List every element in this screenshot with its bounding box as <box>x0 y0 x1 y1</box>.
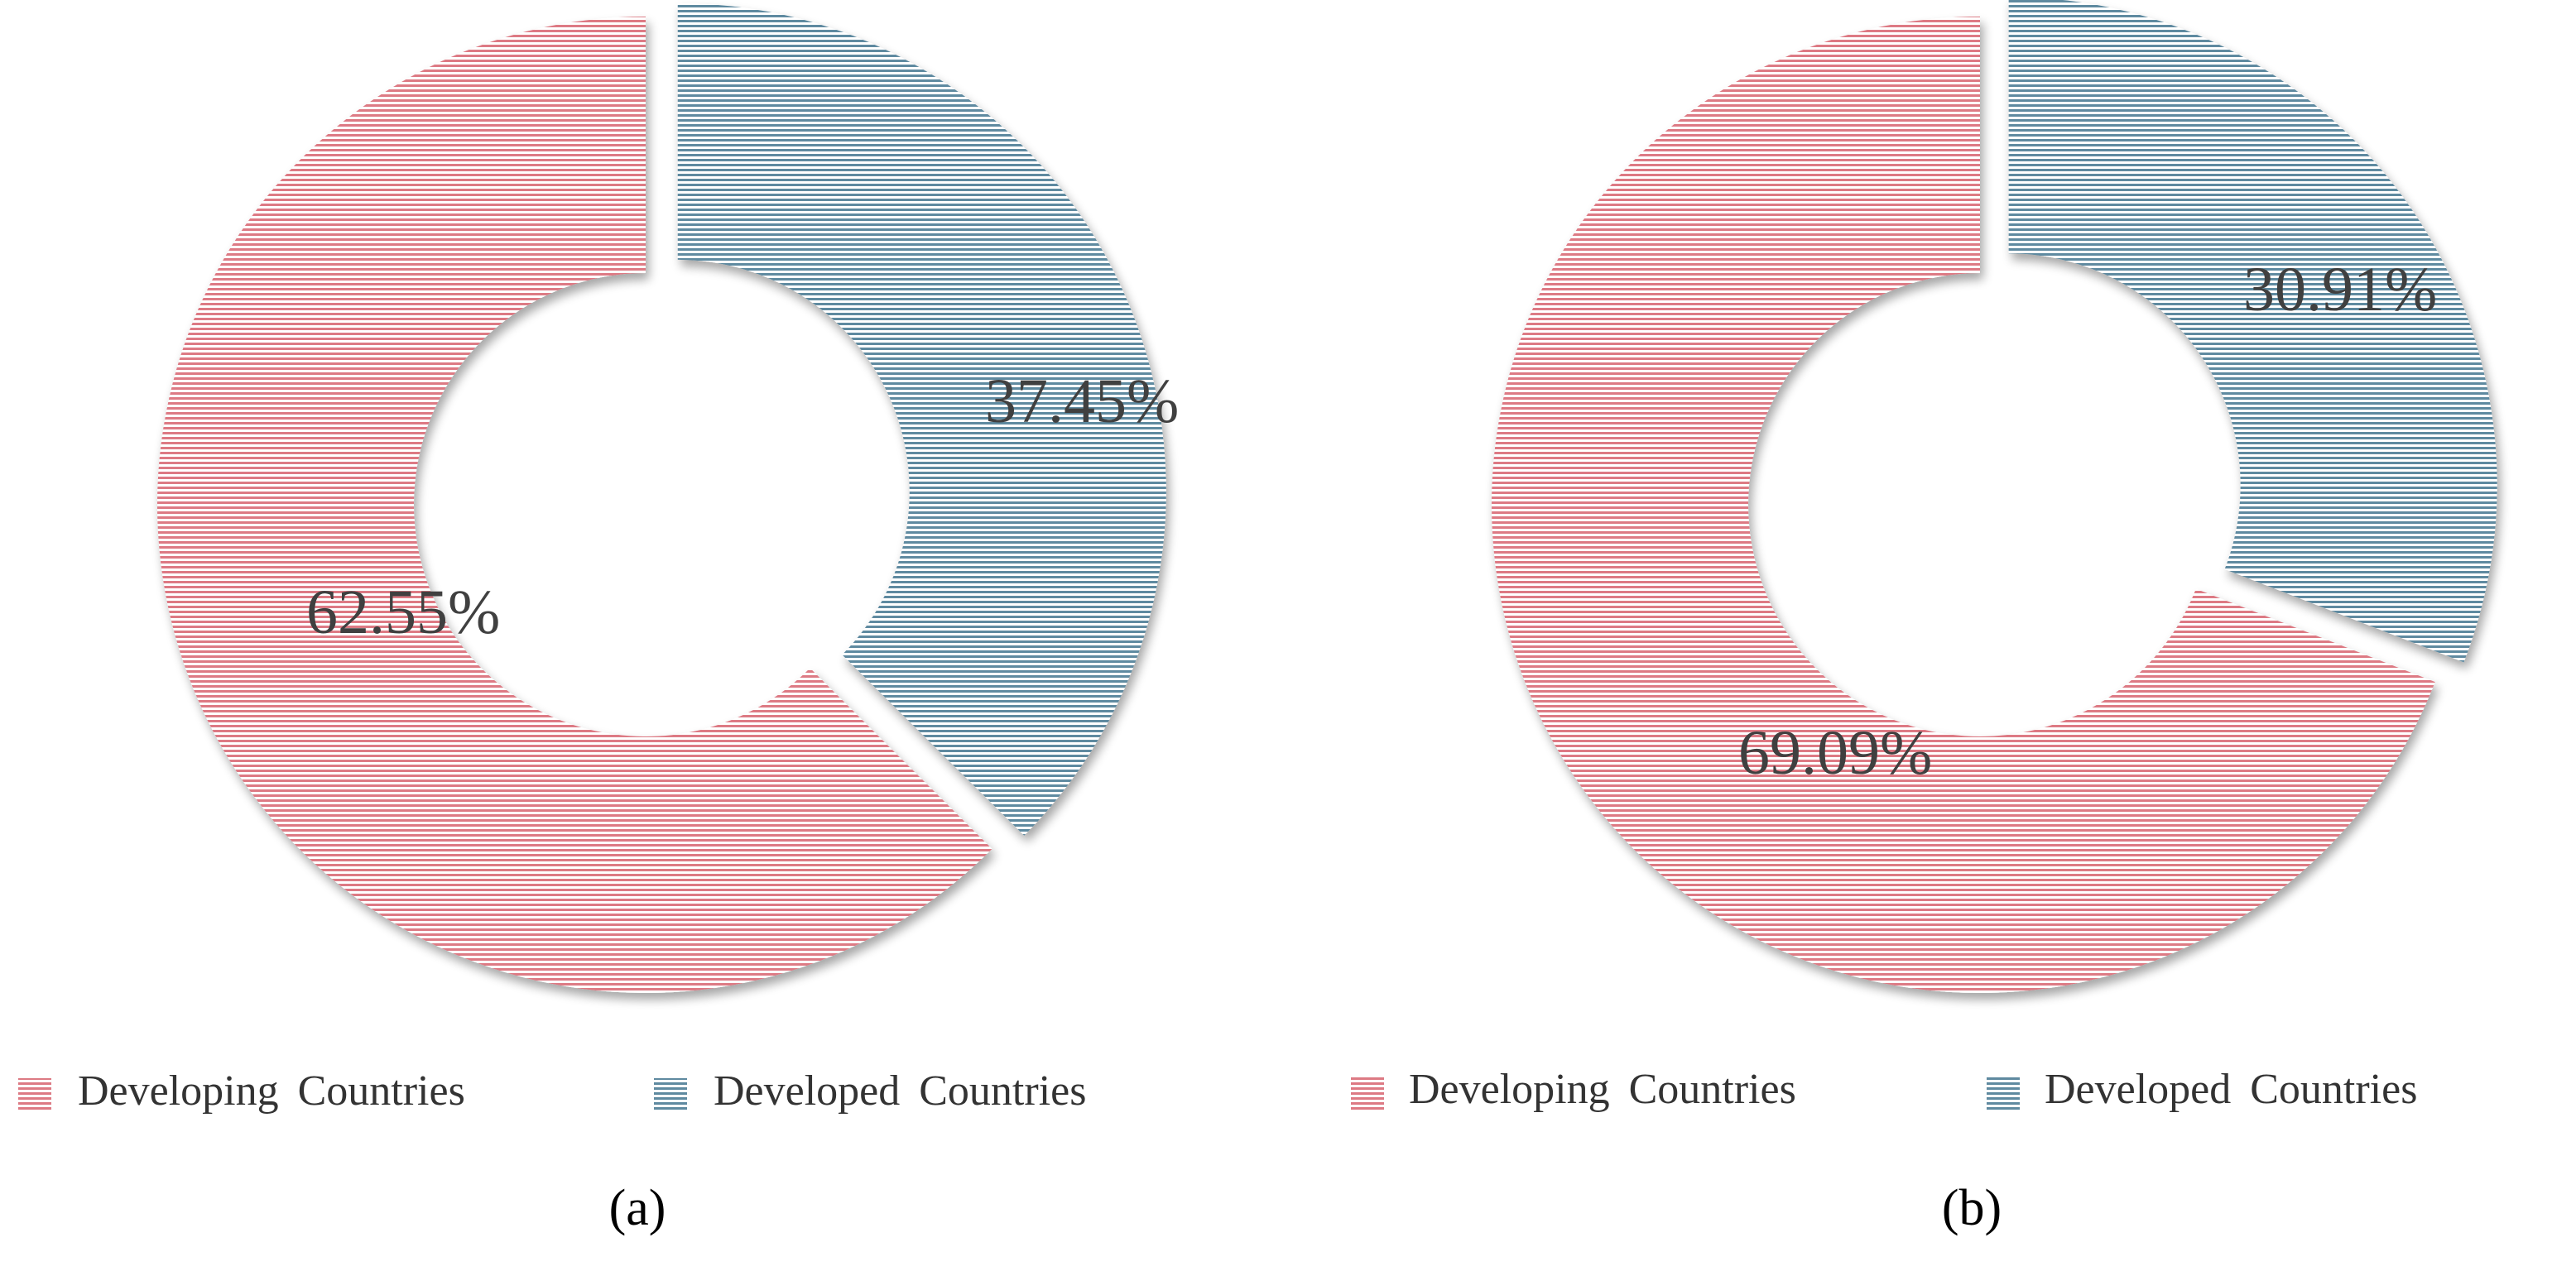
data-label-developing-countries-b: 69.09% <box>1738 718 1932 788</box>
legend-label-developed-countries-a: Developed Countries <box>714 1067 1086 1115</box>
legend-label-developed-countries-b: Developed Countries <box>2045 1066 2417 1113</box>
legend-label-developing-countries-b: Developing Countries <box>1409 1066 1796 1113</box>
legend-swatch-developing-countries-a <box>18 1078 51 1111</box>
slice-developing-countries-b <box>1492 17 2435 993</box>
chart-panel-b: 69.09% 30.91% Developing Countries Develope… <box>1351 0 2497 1236</box>
legend-swatch-developing-countries-b <box>1351 1077 1384 1110</box>
data-label-developing-countries-a: 62.55% <box>306 578 500 647</box>
chart-panel-a: 62.55% 37.45% Developing Countries Develope… <box>18 2 1179 1236</box>
legend-swatch-developed-countries-a <box>654 1078 687 1111</box>
legend-swatch-developed-countries-b <box>1987 1077 2020 1110</box>
panel-label-a: (a) <box>609 1180 666 1236</box>
legend-label-developing-countries-a: Developing Countries <box>78 1067 465 1115</box>
panel-label-b: (b) <box>1942 1180 2002 1236</box>
data-label-developed-countries-b: 30.91% <box>2243 255 2437 324</box>
slice-developing-countries-a <box>156 17 992 994</box>
data-label-developed-countries-a: 37.45% <box>985 367 1179 436</box>
slice-developed-countries-a <box>677 2 1166 836</box>
slice-developed-countries-b <box>2008 0 2497 663</box>
